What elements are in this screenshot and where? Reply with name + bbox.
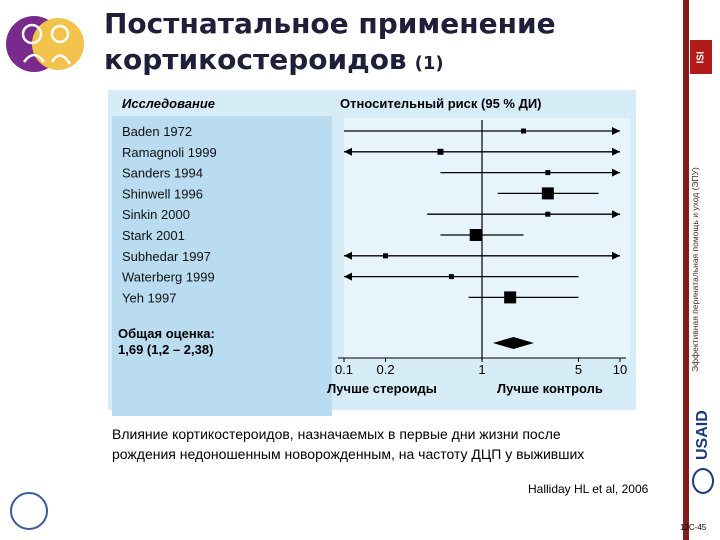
caption: Влияние кортикостероидов, назначаемых в … [112, 424, 672, 464]
point-estimate [437, 148, 444, 155]
point-estimate [521, 128, 527, 134]
overall-estimate: Общая оценка: 1,69 (1,2 – 2,38) [118, 326, 338, 358]
arrow-left-icon [344, 251, 352, 260]
title-line-2: кортикостероидов [104, 43, 407, 76]
study-name: Stark 2001 [122, 228, 185, 243]
study-name: Sinkin 2000 [122, 207, 190, 222]
point-estimate [545, 211, 551, 217]
who-emblem-icon [10, 492, 48, 530]
logo-yellow-circle [32, 18, 84, 70]
caption-line-2: рождения недоношенным новорожденным, на … [112, 446, 585, 462]
point-estimate [504, 291, 517, 304]
perinatal-logo [6, 16, 84, 72]
overall-label: Общая оценка: [118, 326, 215, 341]
point-estimate [545, 170, 551, 176]
caption-line-1: Влияние кортикостероидов, назначаемых в … [112, 426, 561, 442]
study-name: Baden 1972 [122, 124, 192, 139]
study-name: Shinwell 1996 [122, 186, 203, 201]
study-name: Sanders 1994 [122, 166, 203, 181]
arrow-right-icon [612, 210, 620, 219]
left-favours-label: Лучше стероиды [327, 381, 437, 396]
title-line-1: Постнатальное применение [104, 7, 556, 40]
study-list-box [112, 116, 332, 416]
arrow-left-icon [344, 272, 352, 281]
point-estimate [383, 253, 389, 259]
plot-area [344, 118, 630, 358]
usaid-seal-icon [692, 468, 714, 494]
title-number: (1) [414, 53, 444, 74]
x-tick-label: 0.2 [377, 362, 395, 377]
arrow-right-icon [612, 168, 620, 177]
slide-number: 12C-45 [680, 523, 707, 532]
effect-column-header: Относительный риск (95 % ДИ) [340, 96, 542, 111]
x-tick-label: 0.1 [335, 362, 353, 377]
citation: Halliday HL et al, 2006 [528, 482, 649, 496]
x-tick-label: 5 [575, 362, 582, 377]
arrow-right-icon [612, 127, 620, 135]
study-column-header: Исследование [122, 96, 216, 111]
right-accent-bar [683, 0, 689, 540]
overall-value: 1,69 (1,2 – 2,38) [118, 342, 214, 357]
arrow-left-icon [344, 147, 352, 156]
study-name: Waterberg 1999 [122, 270, 215, 285]
isi-logo: ISI [690, 40, 712, 74]
x-tick-label: 1 [478, 362, 485, 377]
study-name: Subhedar 1997 [122, 249, 211, 264]
study-name: Yeh 1997 [122, 290, 176, 305]
study-name: Ramagnoli 1999 [122, 145, 217, 160]
page-title: Постнатальное применение кортикостероидо… [104, 6, 664, 82]
right-favours-label: Лучше контроль [497, 381, 603, 396]
point-estimate [448, 274, 454, 280]
overall-diamond [492, 337, 534, 349]
point-estimate [469, 229, 482, 241]
point-estimate [541, 187, 554, 200]
x-tick-label: 10 [613, 362, 627, 377]
arrow-right-icon [612, 147, 620, 156]
arrow-right-icon [612, 251, 620, 260]
